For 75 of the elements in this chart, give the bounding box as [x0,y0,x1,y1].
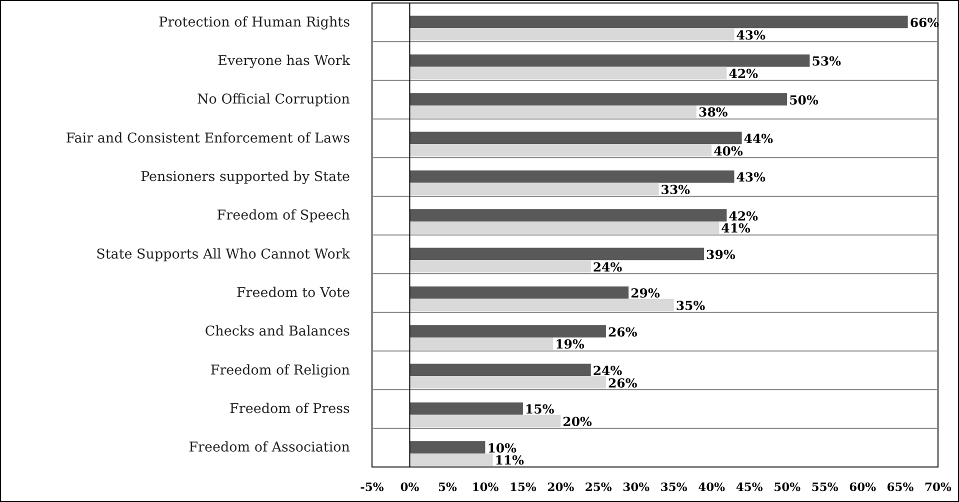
y-tick-label: Fair and Consistent Enforcement of Laws [66,130,350,146]
x-tick-label: 65% [886,480,914,494]
bar [410,376,606,389]
data-label: 50% [789,92,818,108]
bar [410,453,493,466]
y-tick-label: Everyone has Work [218,53,351,69]
bar [410,66,727,80]
bar [410,298,674,312]
y-tick-label: Freedom to Vote [236,285,350,301]
x-tick-label: 45% [736,480,763,494]
bar [410,221,720,234]
data-label: 29% [630,286,660,301]
x-tick-label: 35% [660,480,688,494]
bar [410,28,734,41]
x-tick-label: 60% [849,480,876,494]
data-label: 42% [728,66,758,81]
bar [410,325,606,338]
bar [410,105,697,118]
data-label: 43% [736,27,766,42]
bar [410,337,554,350]
bar [410,441,486,454]
bar [410,414,561,428]
data-label: 40% [714,143,743,158]
data-label: 26% [608,324,638,340]
y-tick-label: Freedom of Speech [216,208,350,224]
data-label: 19% [555,336,585,352]
x-tick-label: -5% [360,480,384,494]
y-tick-label: Checks and Balances [204,324,350,340]
bar [410,260,591,273]
bar [410,182,659,196]
bar [410,209,727,222]
y-tick-label: State Supports All Who Cannot Work [96,246,351,262]
y-tick-label: Freedom of Religion [210,362,350,378]
data-label: 15% [524,402,554,417]
bar [410,54,810,67]
x-tick-label: 40% [698,480,726,494]
data-label: 33% [660,182,690,197]
data-label: 42% [728,208,758,224]
x-tick-label: 30% [622,480,650,494]
x-tick-label: 50% [774,480,801,494]
y-tick-label: Freedom of Association [188,440,350,456]
x-tick-label: 15% [509,480,536,494]
bar [410,170,734,183]
y-tick-label: Pensioners supported by State [140,169,350,185]
bar [410,16,908,28]
bar [410,248,704,260]
x-tick-label: 25% [584,480,612,494]
data-label: 39% [706,246,736,262]
data-label: 41% [721,220,751,236]
x-tick-label: 55% [811,480,838,494]
bar [410,93,788,106]
x-tick-label: 0% [400,480,420,494]
data-label: 20% [562,414,592,429]
bar [410,132,742,144]
y-tick-label: Protection of Human Rights [158,14,350,30]
y-tick-label: Freedom of Press [230,401,350,417]
data-label: 44% [744,130,774,146]
data-label: 38% [698,104,728,120]
data-label: 24% [592,362,622,378]
data-label: 10% [487,440,517,456]
data-label: 26% [608,375,638,390]
bar [410,144,712,157]
y-tick-label: No Official Corruption [196,92,350,108]
bar [410,402,523,415]
x-tick-label: 20% [547,480,574,494]
data-label: 43% [736,170,766,185]
data-label: 11% [494,452,524,468]
x-tick-label: 10% [472,480,499,494]
x-tick-label: 5% [438,480,457,494]
data-label: 24% [592,259,622,274]
bar [410,286,629,299]
data-label: 53% [812,54,842,69]
data-label: 35% [676,298,706,313]
bar [410,364,591,376]
x-tick-label: 70% [924,480,952,494]
